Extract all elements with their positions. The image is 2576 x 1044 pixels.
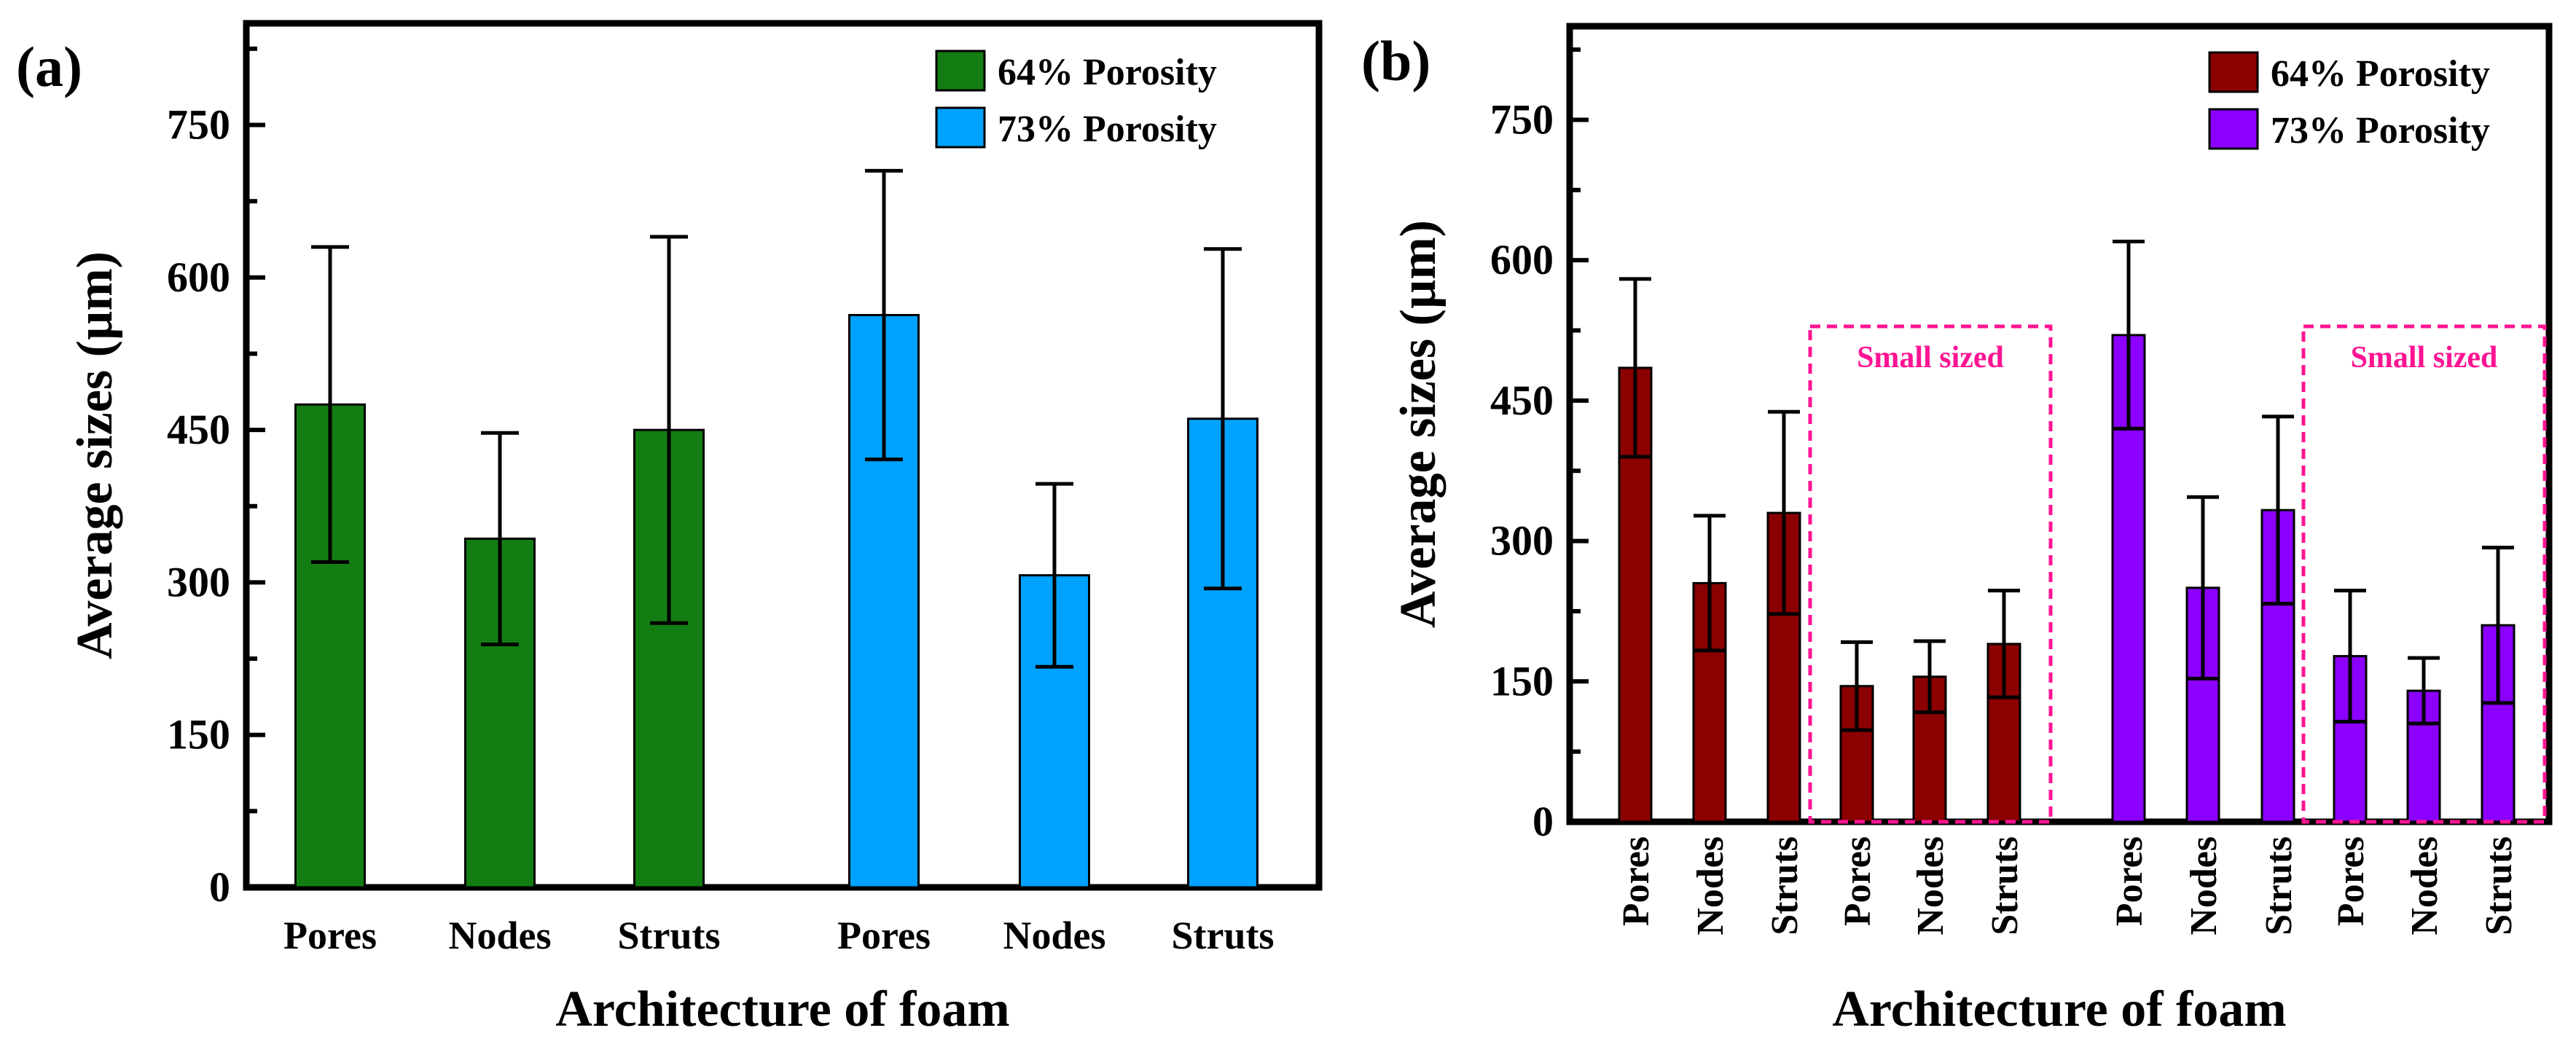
x-tick-label: Nodes [448,914,551,957]
bar [1766,511,1801,823]
panel-b: (b) 0 150 300 450 600 750 Average sizes (µm) Arc… [1361,23,2553,1037]
x-tick-label: Struts [1764,836,1806,935]
x-tick-label: Struts [1171,914,1274,957]
y-tick-label: 300 [1490,517,1554,565]
x-tick-label: Nodes [2183,836,2225,935]
x-tick-label: Struts [2478,836,2520,935]
x-tick-label: Pores [837,914,931,957]
legend-swatch [2208,108,2259,150]
x-tick-label: Pores [1616,836,1657,926]
x-tick-label: Pores [2109,836,2150,926]
small-sized-label: Small sized [1857,341,2004,374]
x-tick-label: Pores [1837,836,1879,926]
plot-frame [1566,23,2553,825]
legend-label: 64% Porosity [2271,53,2490,95]
x-tick-label: Pores [283,914,377,957]
panel-label: (b) [1361,29,1430,93]
y-axis-label: Average sizes (µm) [1390,220,1446,628]
y-tick-label: 750 [167,101,230,149]
small-sized-box [2301,324,2547,824]
y-tick-label: 450 [167,406,230,453]
legend-label: 64% Porosity [998,52,1217,93]
x-axis-label: Architecture of foam [1832,981,2286,1037]
x-tick-label: Pores [2330,836,2372,926]
y-tick-label: 0 [209,863,230,911]
x-tick-label: Struts [2258,836,2300,935]
panel-label: (a) [16,35,82,98]
x-tick-label: Struts [617,914,720,957]
legend-swatch [2208,51,2259,93]
small-sized-box [1808,324,2053,824]
y-tick-label: 450 [1490,377,1554,424]
y-tick-label: 150 [1490,657,1554,704]
legend-swatch [935,106,986,149]
legend-label: 73% Porosity [2271,110,2490,152]
legend-label: 73% Porosity [998,109,1217,150]
x-tick-label: Nodes [1690,836,1731,935]
y-tick-label: 300 [167,558,230,605]
x-tick-label: Nodes [2404,836,2446,935]
bar [1618,366,1653,823]
y-tick-label: 750 [1490,95,1554,143]
panel-a: (a) 0 150 300 450 600 750 Average sizes (µm) Arc… [16,20,1323,1037]
plot-frame [243,20,1323,891]
x-axis-label: Architecture of foam [555,981,1009,1037]
y-tick-label: 600 [1490,236,1554,283]
x-tick-label: Nodes [1003,914,1105,957]
x-tick-label: Nodes [1910,836,1951,935]
y-tick-label: 150 [167,711,230,758]
y-axis-label: Average sizes (µm) [67,251,123,659]
y-tick-label: 0 [1532,798,1554,845]
y-tick-label: 600 [167,254,230,301]
small-sized-label: Small sized [2351,341,2498,374]
legend-swatch [935,50,986,92]
x-tick-label: Struts [1984,836,2026,935]
